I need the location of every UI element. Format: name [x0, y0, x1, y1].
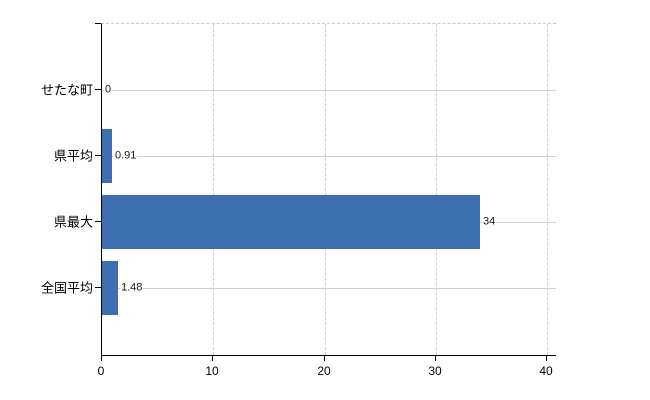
bar-2: [102, 129, 112, 183]
value-label: 0.91: [114, 149, 138, 163]
horizontal-gridline: [102, 156, 556, 157]
horizontal-gridline: [102, 90, 556, 91]
category-label: 県平均: [53, 148, 93, 164]
category-label: せたな町: [40, 82, 93, 98]
bar-4: [102, 261, 118, 315]
x-axis-tick-label: 10: [205, 364, 219, 378]
x-axis-tick: [101, 355, 102, 361]
plot-area: 0 0.91 34 1.48: [101, 23, 556, 356]
category-label: 全国平均: [40, 280, 93, 296]
value-label: 0: [104, 83, 113, 97]
value-label: 34: [482, 215, 497, 229]
x-axis-tick-label: 30: [428, 364, 442, 378]
category-label: 県最大: [53, 214, 93, 230]
x-axis-tick: [324, 355, 325, 361]
x-axis-tick: [546, 355, 547, 361]
y-axis-tick: [95, 155, 101, 156]
value-label: 1.48: [120, 281, 144, 295]
x-axis-tick-label: 20: [317, 364, 331, 378]
vertical-gridline: [547, 24, 548, 355]
y-axis-tick: [95, 89, 101, 90]
horizontal-gridline: [102, 288, 556, 289]
vertical-gridline: [213, 24, 215, 355]
y-axis-top-tick: [95, 23, 101, 24]
y-axis-tick: [95, 221, 101, 222]
x-axis-tick-label: 0: [97, 364, 105, 378]
vertical-gridline: [324, 24, 326, 355]
x-axis-tick: [435, 355, 436, 361]
x-axis-tick: [212, 355, 213, 361]
x-axis-tick-label: 40: [539, 364, 553, 378]
y-axis-tick: [95, 287, 101, 288]
vertical-gridline: [435, 24, 437, 355]
bar-3: [102, 195, 480, 249]
